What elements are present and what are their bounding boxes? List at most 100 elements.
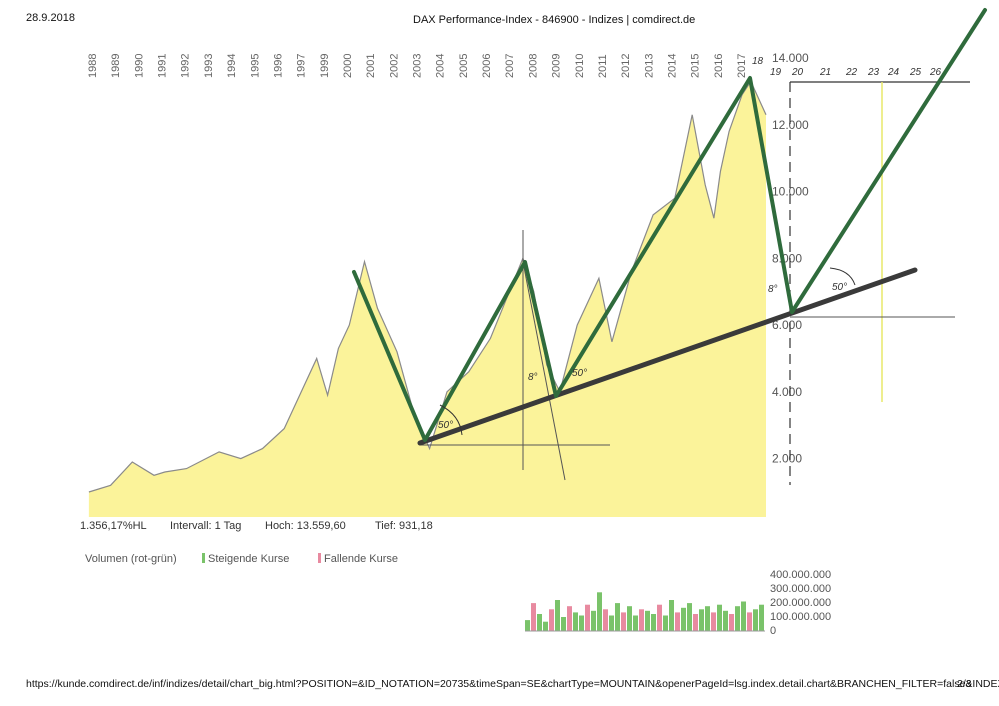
volume-tick-label: 300.000.000 (770, 583, 831, 595)
angle-arc (439, 404, 463, 436)
volume-bar (597, 592, 602, 632)
volume-bar (657, 604, 662, 631)
x-tick-label: 2000 (342, 54, 354, 78)
volume-bar (729, 614, 734, 632)
volume-bar (723, 610, 728, 631)
page-number: 2/3 (957, 678, 972, 690)
drawn-year-label: 21 (819, 67, 831, 78)
x-tick-label: 2009 (551, 54, 563, 78)
y-tick-label: 10.000 (772, 185, 809, 199)
x-tick-label: 2011 (597, 54, 609, 78)
volume-bar (675, 612, 680, 631)
angle-label: 50° (832, 282, 847, 293)
x-tick-label: 1991 (157, 54, 169, 78)
falling-legend: Fallende Kurse (318, 553, 398, 565)
price-line (88, 80, 767, 493)
x-tick-label: 2016 (713, 54, 725, 78)
angle-label: 8° (528, 372, 538, 383)
x-tick-label: 2015 (690, 54, 702, 78)
volume-bar (609, 615, 614, 631)
volume-bar (639, 609, 644, 631)
hand-drawn-annotations: 18 19 20 21 22 23 24 25 26 50° 8° 50° 8° 50° (352, 8, 987, 485)
y-tick-label: 4.000 (772, 385, 802, 399)
drawn-year-label: 25 (909, 67, 922, 78)
volume-tick-label: 100.000.000 (770, 611, 831, 623)
volume-bar (687, 603, 692, 631)
volume-bar (573, 612, 578, 631)
volume-bar (645, 610, 650, 631)
falling-swatch (318, 553, 321, 563)
drawn-year-label: 18 (752, 56, 764, 67)
volume-bar (525, 620, 530, 631)
drawn-year-label: 19 (770, 67, 782, 78)
x-tick-label: 2007 (504, 54, 516, 78)
volume-bar (747, 612, 752, 631)
angle-label: 50° (572, 368, 587, 379)
volume-bar (711, 612, 716, 631)
volume-bar (669, 600, 674, 631)
volume-bar (561, 617, 566, 631)
volume-bar (585, 604, 590, 631)
rising-legend-label: Steigende Kurse (208, 553, 290, 565)
volume-bar (591, 610, 596, 631)
drawn-year-label: 24 (887, 67, 900, 78)
x-tick-label: 2012 (620, 54, 632, 78)
volume-bar (705, 606, 710, 631)
volume-bar (651, 614, 656, 632)
footer-url[interactable]: https://kunde.comdirect.de/inf/indizes/d… (26, 678, 999, 690)
volume-tick-labels: 400.000.000 300.000.000 200.000.000 100.000… (770, 569, 831, 637)
angle-label: 8° (768, 284, 778, 295)
volume-tick-label: 200.000.000 (770, 597, 831, 609)
volume-chart: 400.000.000 300.000.000 200.000.000 100.000… (525, 569, 831, 637)
x-tick-label: 1994 (226, 54, 238, 78)
y-tick-label: 2.000 (772, 452, 802, 466)
volume-bar (621, 612, 626, 631)
price-area (88, 80, 767, 518)
volume-bar (753, 609, 758, 631)
y-tick-label: 8.000 (772, 251, 802, 265)
rising-legend: Steigende Kurse (202, 553, 289, 565)
drawn-year-label: 23 (867, 67, 880, 78)
x-tick-label: 1996 (272, 54, 284, 78)
y-tick-labels: 2.000 4.000 6.000 8.000 10.000 12.000 14.000 (772, 51, 809, 466)
volume-bar (681, 607, 686, 632)
volume-bars (525, 592, 765, 632)
x-tick-label: 1990 (133, 54, 145, 78)
x-tick-label: 1988 (87, 54, 99, 78)
interval-stat: Intervall: 1 Tag (170, 520, 242, 532)
volume-bar (633, 615, 638, 631)
x-tick-label: 2013 (643, 54, 655, 78)
volume-bar (543, 621, 548, 631)
volume-bar (699, 609, 704, 631)
volume-bar (741, 601, 746, 631)
volume-bar (567, 606, 572, 631)
volume-legend: Volumen (rot-grün) (85, 553, 177, 565)
zigzag-trendline (352, 8, 987, 442)
x-tick-label: 1993 (203, 54, 215, 78)
x-tick-labels: 1988 1989 1990 1991 1992 1993 1994 1995 1996 1997… (87, 54, 748, 78)
volume-bar (531, 603, 536, 631)
angle-label: 50° (438, 420, 453, 431)
x-tick-label: 2008 (527, 54, 539, 78)
volume-bar (759, 604, 764, 631)
x-tick-label: 2001 (365, 54, 377, 78)
low-stat: Tief: 931,18 (375, 520, 433, 532)
volume-bar (735, 606, 740, 631)
price-area-fill (88, 81, 766, 518)
volume-bar (579, 615, 584, 631)
volume-bar (717, 604, 722, 631)
volume-bar (615, 603, 620, 631)
angle-arc (829, 267, 856, 286)
volume-bar (537, 614, 542, 632)
drawn-year-label: 26 (929, 67, 942, 78)
x-tick-label: 2017 (736, 54, 748, 78)
x-tick-label: 2010 (574, 54, 586, 78)
volume-legend-label: Volumen (rot-grün) (85, 553, 177, 565)
support-trendline (417, 267, 918, 446)
volume-tick-label: 400.000.000 (770, 569, 831, 581)
volume-bar (693, 614, 698, 632)
y-tick-label: 14.000 (772, 51, 809, 65)
dax-chart: 1988 1989 1990 1991 1992 1993 1994 1995 1996 1997… (87, 8, 987, 518)
x-tick-label: 1992 (180, 54, 192, 78)
falling-legend-label: Fallende Kurse (324, 553, 398, 565)
